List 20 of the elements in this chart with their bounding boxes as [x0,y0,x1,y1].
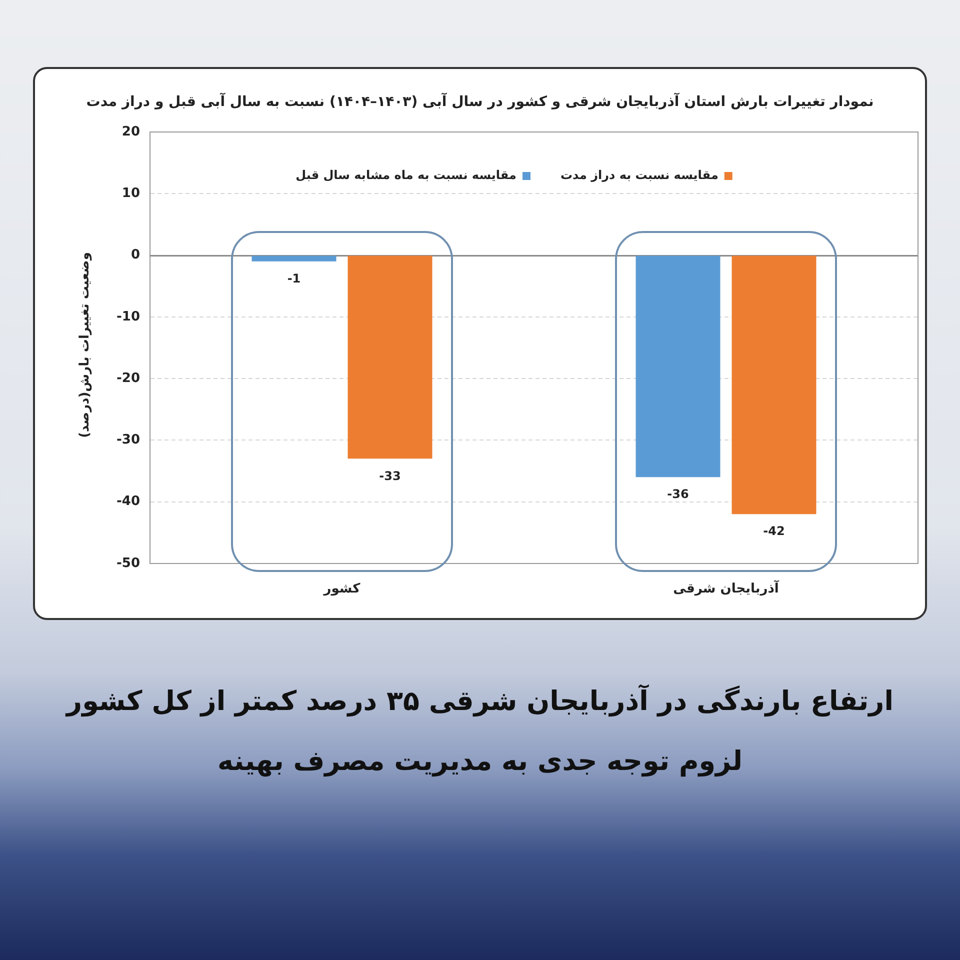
data-label: -1 [287,272,301,286]
x-tick-label: آذربایجان شرقی [673,580,780,597]
data-label: -36 [667,487,689,502]
chart-title: نمودار تغییرات بارش استان آذربایجان شرقی و کشور در سال آبی (۱۴۰۳–۱۴۰۴) نسبت به سال آبی قبل و دراز مدت [85,94,875,110]
legend-label: مقایسه نسبت به دراز مدت [560,168,718,182]
y-tick-label: -20 [116,370,140,386]
y-tick-label: -50 [116,556,140,571]
legend-label: مقایسه نسبت به ماه مشابه سال قبل [296,168,516,182]
y-tick-label: 0 [130,248,140,263]
text: ارتفاع بارندگی در آذربایجان شرقی ۳۵ درصد کمتر از کل کشور [64,683,894,719]
y-tick-label: -30 [116,432,140,448]
text: لزوم توجه جدی به مدیریت مصرف بهینه [216,745,744,779]
y-axis-title: وضعیت تغییرات بارش(درصد) [78,252,92,438]
data-label: -42 [763,524,785,538]
y-tick-label: -40 [116,494,140,510]
x-tick-label: کشور [322,582,361,597]
y-tick-label: -10 [116,309,140,324]
data-label: -33 [379,468,401,483]
y-tick-label: 10 [122,186,140,202]
y-tick-label: 20 [122,124,140,140]
